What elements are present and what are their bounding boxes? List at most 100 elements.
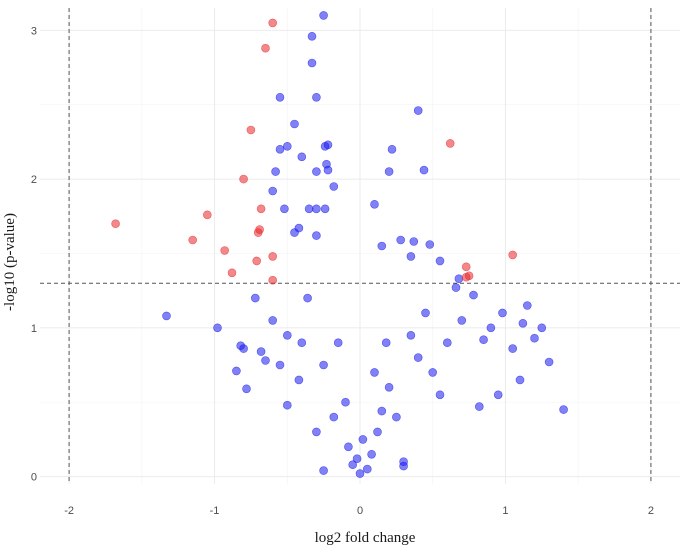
non-significant-point [373, 427, 382, 437]
non-significant-point [352, 454, 362, 464]
non-significant-point [275, 360, 285, 370]
non-significant-point [307, 31, 317, 41]
non-significant-point [271, 167, 280, 176]
non-significant-point [419, 165, 429, 175]
significant-point [268, 275, 278, 285]
non-significant-point [329, 182, 339, 191]
non-significant-point [213, 323, 222, 333]
non-significant-point [320, 142, 330, 151]
non-significant-point [280, 204, 289, 214]
non-significant-point [537, 323, 547, 333]
non-significant-point [162, 311, 171, 321]
non-significant-point [290, 228, 299, 237]
non-significant-point [399, 461, 408, 471]
significant-point [239, 174, 248, 184]
significant-point [246, 125, 256, 135]
non-significant-point [406, 252, 416, 261]
significant-point [464, 271, 474, 281]
non-significant-point [428, 368, 438, 377]
non-significant-point [396, 235, 406, 245]
non-significant-point [239, 344, 248, 353]
non-significant-point [297, 338, 307, 348]
non-significant-point [312, 167, 321, 176]
non-significant-point [522, 301, 532, 310]
grid-lines [40, 8, 680, 484]
x-tick-label: -2 [64, 505, 74, 517]
non-significant-point [435, 390, 445, 400]
non-significant-point [261, 356, 270, 365]
non-significant-point [319, 11, 328, 20]
non-significant-point [232, 366, 241, 376]
non-significant-point [370, 200, 379, 209]
non-significant-point [297, 152, 307, 162]
non-significant-point [333, 338, 343, 348]
non-significant-point [282, 330, 292, 340]
non-significant-point [530, 333, 539, 343]
x-axis-tick-labels: -2 -1 0 1 2 [64, 505, 654, 517]
threshold-lines [40, 8, 680, 484]
non-significant-point [377, 406, 387, 416]
non-significant-point [348, 460, 358, 470]
y-tick-label: 0 [31, 472, 37, 484]
significant-point [188, 235, 197, 245]
non-significant-point [544, 357, 554, 367]
significant-point [268, 252, 278, 261]
significant-point [227, 268, 237, 278]
x-tick-label: 1 [502, 505, 508, 517]
non-significant-point [377, 241, 387, 251]
non-significant-point [358, 435, 368, 444]
significant-point [220, 246, 229, 255]
significant-point [256, 204, 266, 214]
non-significant-point [498, 308, 507, 318]
non-significant-point [381, 338, 391, 348]
non-significant-point [425, 240, 435, 249]
non-significant-point [307, 58, 317, 68]
non-significant-point [320, 204, 330, 214]
non-significant-point [435, 256, 445, 266]
significant-points [111, 18, 518, 285]
non-significant-point [355, 469, 365, 478]
non-significant-point [304, 204, 314, 214]
non-significant-point [413, 353, 423, 362]
non-significant-point [242, 384, 251, 394]
non-significant-point [294, 375, 304, 385]
significant-point [255, 225, 264, 234]
non-significant-point [469, 290, 478, 300]
non-significant-point [515, 375, 525, 385]
y-tick-label: 1 [31, 323, 37, 335]
x-tick-label: 0 [357, 505, 363, 517]
non-significant-point [312, 93, 321, 102]
non-significant-points [162, 11, 568, 478]
non-significant-point [268, 186, 278, 196]
non-significant-point [282, 400, 292, 410]
non-significant-point [329, 412, 339, 422]
y-tick-label: 3 [31, 25, 37, 37]
y-axis-title: -log10 (p-value) [2, 213, 18, 311]
non-significant-point [323, 165, 333, 175]
non-significant-point [344, 442, 353, 452]
non-significant-point [256, 347, 266, 356]
non-significant-point [518, 318, 528, 328]
non-significant-point [409, 237, 419, 246]
non-significant-point [479, 335, 488, 345]
non-significant-point [367, 449, 376, 459]
x-axis-title: log2 fold change [315, 530, 416, 546]
non-significant-point [384, 167, 394, 176]
non-significant-point [457, 316, 467, 325]
non-significant-point [268, 316, 278, 325]
non-significant-point [303, 293, 312, 303]
significant-point [111, 219, 120, 228]
non-significant-point [454, 274, 464, 284]
significant-point [252, 256, 262, 266]
y-tick-label: 2 [31, 174, 37, 186]
non-significant-point [387, 145, 397, 154]
non-significant-point [559, 405, 568, 414]
x-tick-label: 2 [648, 505, 654, 517]
non-significant-point [474, 402, 484, 411]
non-significant-point [251, 293, 260, 303]
non-significant-point [312, 204, 321, 214]
non-significant-point [392, 412, 401, 422]
non-significant-point [275, 145, 285, 154]
non-significant-point [451, 283, 461, 292]
